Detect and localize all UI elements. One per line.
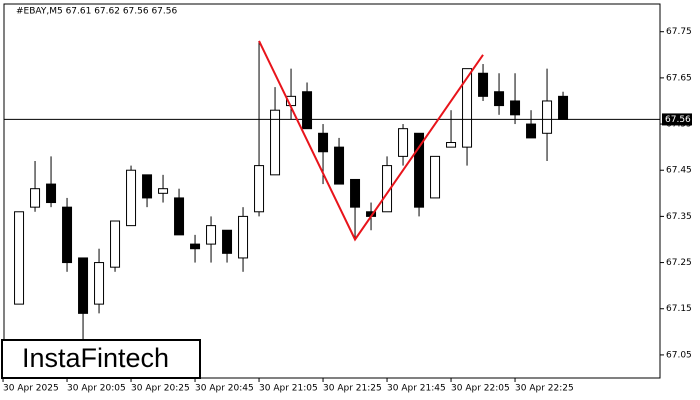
y-tick-label: 67.25: [666, 258, 692, 268]
candle-body: [542, 100, 553, 134]
candle-body: [494, 91, 505, 107]
candle-body: [30, 188, 41, 208]
candle-body: [430, 155, 441, 199]
x-tick-label: 30 Apr 2025: [3, 384, 59, 394]
candle-body: [558, 95, 569, 120]
x-tick-label: 30 Apr 21:25: [323, 384, 382, 394]
plot-frame: [3, 3, 661, 379]
candle-body: [414, 132, 425, 208]
candle-body: [254, 165, 265, 213]
candle-body: [126, 169, 137, 227]
y-tick-label: 67.65: [666, 73, 692, 83]
candle-body: [206, 225, 217, 245]
candle-body: [462, 68, 473, 148]
logo-box: [1, 339, 201, 379]
y-tick-label: 67.05: [666, 350, 692, 360]
candle-body: [14, 211, 25, 305]
price-label: 67.56: [665, 115, 691, 125]
y-tick-label: 67.15: [666, 304, 692, 314]
candle-body: [222, 229, 233, 254]
x-tick-label: 30 Apr 20:25: [131, 384, 190, 394]
x-tick-label: 30 Apr 21:45: [387, 384, 446, 394]
candle-body: [142, 174, 153, 199]
candle-body: [158, 188, 169, 194]
candle-body: [398, 128, 409, 157]
candle-body: [350, 178, 361, 208]
candle-body: [46, 183, 57, 204]
logo: InstaFintech: [22, 343, 169, 373]
candle-body: [526, 123, 537, 139]
candle-body: [302, 91, 313, 130]
price-label-box: [662, 113, 692, 126]
y-tick-label: 67.45: [666, 166, 692, 176]
candle-body: [62, 206, 73, 264]
candle-body: [174, 197, 185, 236]
chart-title: #EBAY,M5 67.61 67.62 67.56 67.56: [16, 7, 177, 17]
candle-body: [78, 257, 89, 314]
candle-body: [382, 165, 393, 213]
candle-body: [478, 72, 489, 97]
candle-body: [110, 220, 121, 268]
candle-body: [270, 109, 281, 176]
x-tick-label: 30 Apr 22:05: [451, 384, 510, 394]
candle-body: [94, 262, 105, 305]
x-tick-label: 30 Apr 21:05: [259, 384, 318, 394]
x-tick-label: 30 Apr 20:05: [67, 384, 126, 394]
pattern-line: [258, 40, 484, 242]
x-tick-label: 30 Apr 20:45: [195, 384, 254, 394]
candle-body: [510, 100, 521, 116]
candle-body: [334, 146, 345, 185]
candle-body: [190, 243, 201, 250]
y-tick-label: 67.75: [666, 27, 692, 37]
candle-body: [446, 142, 457, 148]
y-tick-label: 67.35: [666, 212, 692, 222]
x-tick-label: 30 Apr 22:25: [515, 384, 574, 394]
candle-body: [318, 132, 329, 153]
candle-body: [238, 215, 249, 259]
